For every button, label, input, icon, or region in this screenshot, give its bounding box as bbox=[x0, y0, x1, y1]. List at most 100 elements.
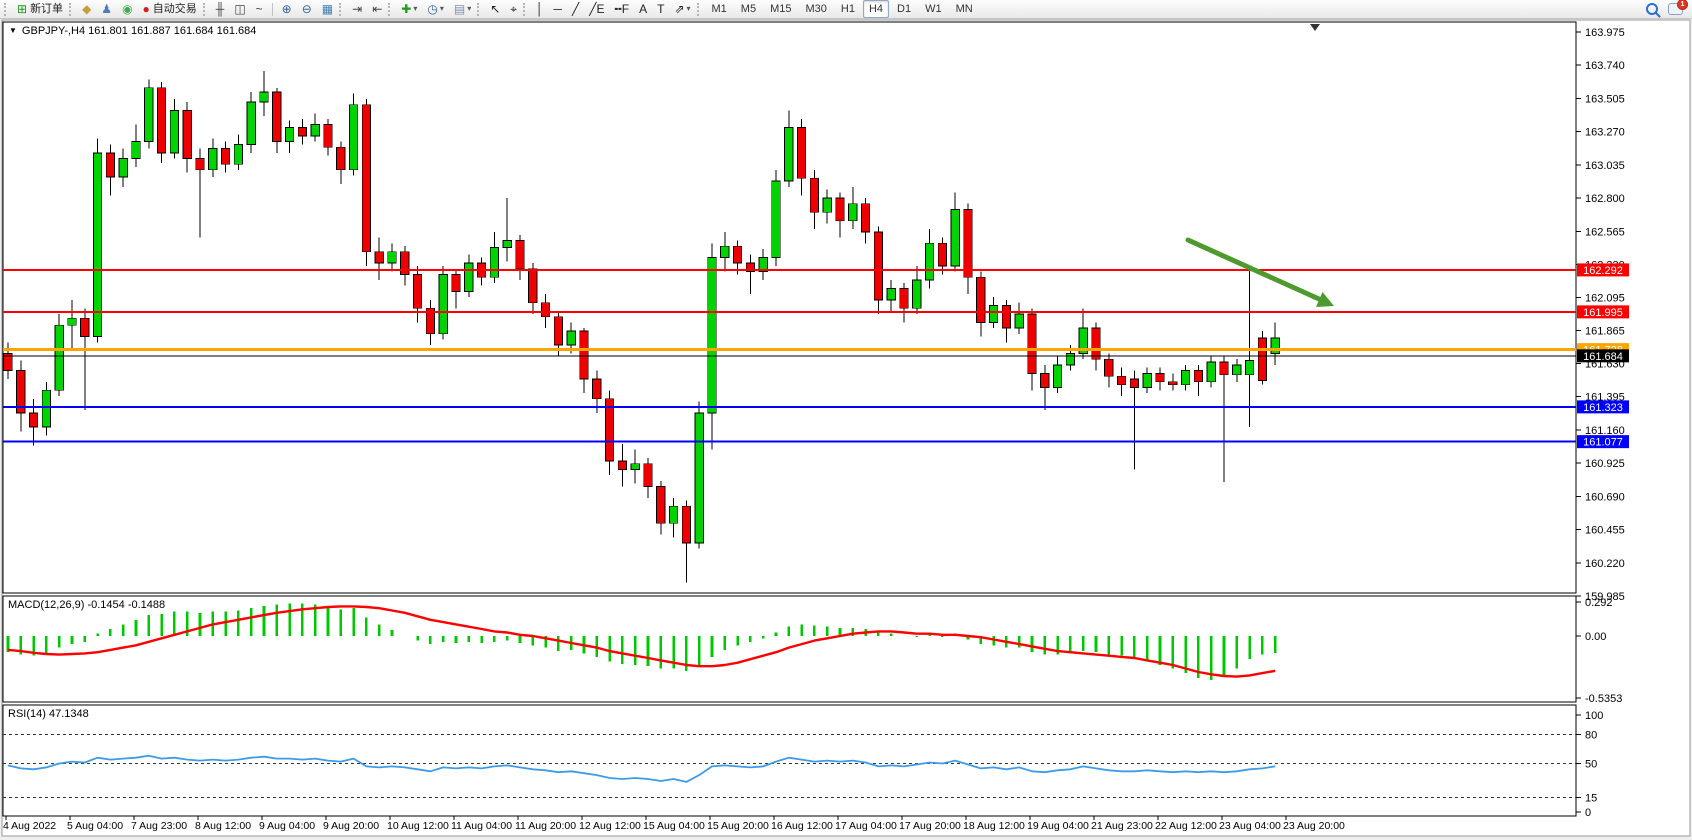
candlestick-chart-icon: ◫ bbox=[234, 2, 246, 16]
bullish-candle bbox=[1053, 364, 1063, 388]
trend-arrow-head[interactable] bbox=[1316, 292, 1334, 307]
time-axis-label: 19 Aug 04:00 bbox=[1027, 820, 1089, 832]
timeframe-button-h4[interactable]: H4 bbox=[862, 0, 890, 18]
timeframe-button-mn[interactable]: MN bbox=[955, 3, 973, 15]
notification-icon[interactable]: 1 bbox=[1668, 0, 1688, 15]
price-label-text: 161.684 bbox=[1583, 351, 1623, 363]
price-tick-label: 163.975 bbox=[1585, 27, 1625, 39]
crosshair-icon[interactable]: ⌖ bbox=[506, 0, 521, 18]
chevron-down-icon[interactable]: ▾ bbox=[413, 4, 418, 13]
notification-badge: 1 bbox=[1677, 0, 1688, 10]
bearish-candle bbox=[80, 317, 90, 338]
chevron-down-icon[interactable]: ▾ bbox=[439, 4, 444, 13]
horizontal-line-icon: ─ bbox=[553, 2, 563, 16]
fibonacci-icon[interactable]: ╍F bbox=[611, 0, 634, 18]
templates-icon[interactable]: ▤ ▾ bbox=[450, 0, 475, 18]
vertical-line-icon[interactable]: │ bbox=[532, 0, 548, 18]
bullish-candle bbox=[669, 505, 679, 524]
timeframe-button-m30[interactable]: M30 bbox=[805, 3, 827, 15]
periods-icon[interactable]: ◷ ▾ bbox=[423, 0, 448, 18]
chevron-down-icon[interactable]: ▾ bbox=[686, 4, 691, 13]
timeframe-button-m15[interactable]: M15 bbox=[770, 3, 792, 15]
bearish-candle bbox=[195, 158, 205, 171]
accounts-icon: ♟ bbox=[101, 2, 113, 16]
price-tick-label: 163.035 bbox=[1585, 160, 1625, 172]
chart-dropdown-caret[interactable]: ▼ bbox=[9, 26, 17, 35]
line-chart-icon[interactable]: ~ bbox=[252, 0, 267, 18]
trend-arrow[interactable] bbox=[1185, 237, 1322, 302]
bullish-candle bbox=[694, 412, 704, 544]
timeframe-button-d1[interactable]: D1 bbox=[897, 3, 912, 15]
bearish-candle bbox=[28, 412, 39, 428]
timeframe-button-m1[interactable]: M1 bbox=[711, 3, 727, 15]
cursor-icon: ↖ bbox=[490, 2, 501, 16]
periods-icon: ◷ bbox=[427, 2, 438, 16]
rsi-tick-label: 0 bbox=[1585, 807, 1591, 819]
horizontal-line-icon[interactable]: ─ bbox=[550, 0, 567, 18]
arrows-icon[interactable]: ⇗ ▾ bbox=[670, 0, 694, 18]
rsi-tick-label: 50 bbox=[1585, 759, 1597, 771]
bullish-candle bbox=[912, 279, 922, 309]
price-label-plate bbox=[1577, 349, 1629, 363]
bullish-candle bbox=[502, 240, 512, 248]
price-tick-label: 160.455 bbox=[1585, 525, 1625, 537]
bullish-candle bbox=[720, 245, 730, 258]
bearish-candle bbox=[835, 197, 845, 222]
text-label-icon[interactable]: T bbox=[653, 0, 668, 18]
bullish-candle bbox=[1181, 370, 1191, 386]
toolbar-grip bbox=[523, 2, 528, 16]
autotrading-button-button[interactable]: ● 自动交易 bbox=[139, 0, 201, 18]
price-tick-label: 163.505 bbox=[1585, 93, 1625, 105]
zoom-out-icon[interactable]: ⊖ bbox=[298, 0, 316, 18]
bearish-candle bbox=[579, 330, 589, 380]
chart-shift-marker[interactable] bbox=[1310, 24, 1320, 31]
auto-scroll-icon[interactable]: ⇥ bbox=[348, 0, 366, 18]
price-label-plate bbox=[1577, 435, 1629, 449]
fibonacci-icon: ╍F bbox=[614, 2, 630, 16]
bullish-candle bbox=[758, 257, 768, 272]
price-tick-label: 160.220 bbox=[1585, 558, 1625, 570]
timeframe-button-w1[interactable]: W1 bbox=[925, 3, 942, 15]
bearish-candle bbox=[643, 463, 653, 487]
price-label-plate bbox=[1577, 400, 1629, 414]
cursor-icon[interactable]: ↖ bbox=[486, 0, 504, 18]
signals-icon[interactable]: ◉ bbox=[118, 0, 136, 18]
search-icon[interactable] bbox=[1646, 3, 1658, 15]
text-icon[interactable]: A bbox=[635, 0, 651, 18]
bearish-candle bbox=[861, 203, 871, 233]
candlestick-chart-icon[interactable]: ◫ bbox=[230, 0, 249, 18]
crosshair-icon: ⌖ bbox=[510, 2, 518, 16]
accounts-icon[interactable]: ♟ bbox=[97, 0, 116, 18]
trendline-icon[interactable]: ╱ bbox=[568, 0, 583, 18]
bullish-candle bbox=[925, 242, 935, 281]
time-axis-label: 21 Aug 23:00 bbox=[1091, 820, 1153, 832]
timeframe-button-m5[interactable]: M5 bbox=[740, 3, 757, 15]
indicators-icon: ✚ bbox=[401, 2, 412, 16]
bearish-candle bbox=[1001, 305, 1012, 329]
indicators-icon[interactable]: ✚ ▾ bbox=[397, 0, 421, 18]
tile-windows-icon[interactable]: ▦ bbox=[318, 0, 337, 18]
bearish-candle bbox=[374, 251, 384, 264]
zoom-in-icon[interactable]: ⊕ bbox=[278, 0, 296, 18]
bearish-candle bbox=[681, 505, 692, 544]
timeframe-button-h1[interactable]: H1 bbox=[840, 3, 855, 15]
rsi-tick-label: 15 bbox=[1585, 792, 1597, 804]
time-axis-label: 17 Aug 04:00 bbox=[835, 820, 897, 832]
bullish-candle bbox=[1232, 364, 1242, 376]
signals-icon: ◉ bbox=[122, 2, 133, 16]
new-order-button-button-label: 新订单 bbox=[30, 3, 64, 15]
equidistant-channel-icon[interactable]: ╱E bbox=[585, 0, 608, 18]
chart-shift-icon[interactable]: ⇤ bbox=[368, 0, 386, 18]
auto-scroll-icon: ⇥ bbox=[352, 2, 363, 16]
bullish-candle bbox=[169, 110, 179, 154]
rsi-panel[interactable] bbox=[2, 704, 1577, 817]
new-order-button-button[interactable]: ⊞ 新订单 bbox=[13, 0, 67, 18]
market-watch-icon[interactable]: ◆ bbox=[78, 0, 95, 18]
bullish-candle bbox=[41, 389, 52, 428]
time-axis-label: 18 Aug 12:00 bbox=[963, 820, 1025, 832]
chevron-down-icon[interactable]: ▾ bbox=[467, 4, 472, 13]
bar-chart-icon[interactable]: ╫ bbox=[212, 0, 229, 18]
main-price-panel[interactable] bbox=[2, 21, 1577, 594]
toolbar-grip bbox=[477, 2, 482, 16]
